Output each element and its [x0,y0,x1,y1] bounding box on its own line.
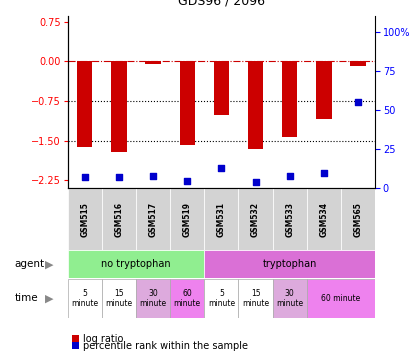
Text: GSM531: GSM531 [216,202,225,237]
Text: GSM515: GSM515 [80,202,89,237]
Bar [67,279,101,318]
Bar [111,61,126,152]
Text: GSM532: GSM532 [250,202,259,237]
Bar [247,61,263,149]
Bar [170,279,204,318]
Point [252,179,258,185]
Bar [306,279,374,318]
Bar [350,61,365,66]
Bar [281,61,297,137]
Point [354,100,360,105]
Point [286,173,292,179]
Text: GSM534: GSM534 [319,202,328,237]
Point [184,178,190,183]
Text: GSM517: GSM517 [148,202,157,237]
Bar [67,250,204,278]
Bar [101,188,136,250]
Text: 30
minute: 30 minute [139,289,166,308]
Text: 30
minute: 30 minute [276,289,303,308]
Point [149,173,156,179]
Bar [101,279,136,318]
Bar [315,61,331,119]
Text: 60
minute: 60 minute [173,289,200,308]
Text: 15
minute: 15 minute [241,289,268,308]
Bar [238,188,272,250]
Text: no tryptophan: no tryptophan [101,260,171,270]
Text: GDS96 / 2096: GDS96 / 2096 [178,0,264,8]
Bar [170,188,204,250]
Bar [272,279,306,318]
Text: 5
minute: 5 minute [207,289,234,308]
Bar [204,279,238,318]
Text: 60 minute: 60 minute [321,294,360,303]
Point [115,175,122,180]
Text: log ratio: log ratio [83,334,123,344]
Text: ▶: ▶ [45,293,53,303]
Bar [213,61,229,115]
Text: tryptophan: tryptophan [262,260,316,270]
Text: 5
minute: 5 minute [71,289,98,308]
Point [81,175,88,180]
Text: GSM565: GSM565 [353,202,362,237]
Text: agent: agent [14,260,44,270]
Bar [136,279,170,318]
Bar [77,61,92,147]
Bar [272,188,306,250]
Bar [204,188,238,250]
Text: ▶: ▶ [45,260,53,270]
Bar [145,61,160,64]
Bar [340,188,374,250]
Text: GSM533: GSM533 [285,202,294,237]
Text: GSM519: GSM519 [182,202,191,237]
Point [320,170,326,176]
Point [218,165,224,171]
Bar [238,279,272,318]
Bar [136,188,170,250]
Text: GSM516: GSM516 [114,202,123,237]
Bar [67,188,101,250]
Text: time: time [14,293,38,303]
Bar [204,250,374,278]
Text: percentile rank within the sample: percentile rank within the sample [83,341,247,351]
Bar [179,61,194,145]
Bar [306,188,340,250]
Text: 15
minute: 15 minute [105,289,132,308]
